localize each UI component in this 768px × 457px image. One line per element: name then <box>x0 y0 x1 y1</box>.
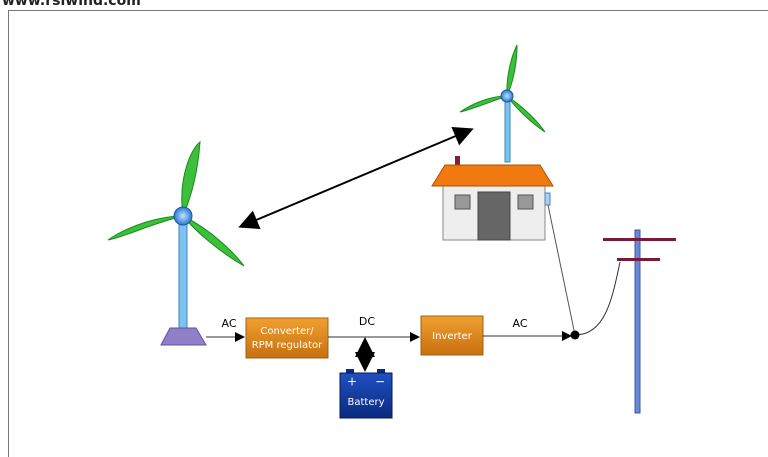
battery <box>339 372 393 419</box>
wind-turbine <box>107 140 245 346</box>
utility-pole <box>603 229 676 414</box>
terminal-label: + <box>347 375 357 389</box>
wire <box>574 261 621 336</box>
junction <box>570 330 580 340</box>
wire <box>547 204 576 336</box>
node-label: RPM regulator <box>252 340 323 351</box>
inverter-box <box>420 315 484 356</box>
wind-turbine <box>459 44 546 163</box>
edge-label: AC <box>512 317 527 330</box>
node-label: Battery <box>347 397 384 408</box>
frame <box>8 10 768 457</box>
house <box>431 156 554 241</box>
site-title: www.rsiwind.com <box>2 0 141 9</box>
edge-label: AC <box>221 317 236 330</box>
node-label: Converter/ <box>260 326 314 337</box>
converter-box <box>245 317 329 359</box>
double-arrow <box>238 126 474 230</box>
edge-label: DC <box>359 315 375 328</box>
node-label: Inverter <box>432 331 473 342</box>
terminal-label: − <box>375 375 385 389</box>
